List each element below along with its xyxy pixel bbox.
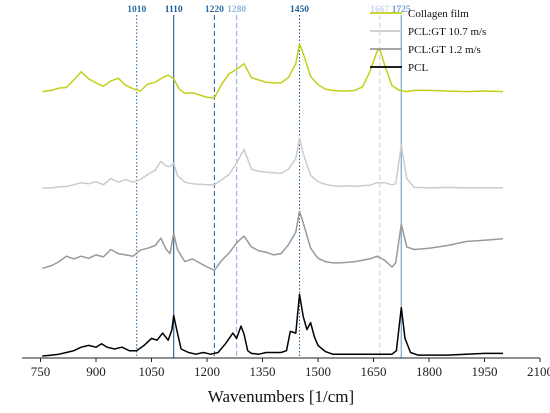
legend-label-0: Collagen film	[408, 8, 469, 20]
legend-label-3: PCL	[408, 62, 428, 74]
reference-label-1220: 1220	[205, 5, 224, 15]
series-line-3	[42, 294, 503, 356]
reference-lines: 1010 1110 1220 1280 1450 1667 1725	[127, 5, 411, 358]
legend-label-1: PCL:GT 10.7 m/s	[408, 26, 486, 38]
x-tick-label-900: 900	[86, 364, 106, 379]
x-tick-label-1350: 1350	[250, 364, 276, 379]
legend-label-2: PCL:GT 1.2 m/s	[408, 44, 481, 56]
series-line-1	[42, 138, 503, 188]
reference-label-1450: 1450	[290, 5, 309, 15]
legend: Collagen film PCL:GT 10.7 m/s PCL:GT 1.2 m…	[370, 8, 486, 74]
series-line-2	[42, 211, 503, 270]
x-tick-label-1200: 1200	[194, 364, 220, 379]
x-axis-title: Wavenumbers [1/cm]	[208, 387, 354, 406]
x-tick-label-750: 750	[31, 364, 51, 379]
x-tick-label-1800: 1800	[416, 364, 442, 379]
x-tick-label-1050: 1050	[139, 364, 165, 379]
reference-label-1010: 1010	[127, 5, 146, 15]
series-lines	[42, 44, 503, 356]
x-tick-label-2100: 2100	[527, 364, 550, 379]
x-tick-label-1950: 1950	[472, 364, 498, 379]
reference-label-1110: 1110	[165, 5, 183, 15]
x-tick-label-1650: 1650	[361, 364, 387, 379]
x-tick-label-1500: 1500	[305, 364, 331, 379]
reference-label-1280: 1280	[227, 5, 246, 15]
x-ticks: 750 900 1050 1200 1350 1500 1650 1800 1950 2100	[31, 358, 550, 379]
